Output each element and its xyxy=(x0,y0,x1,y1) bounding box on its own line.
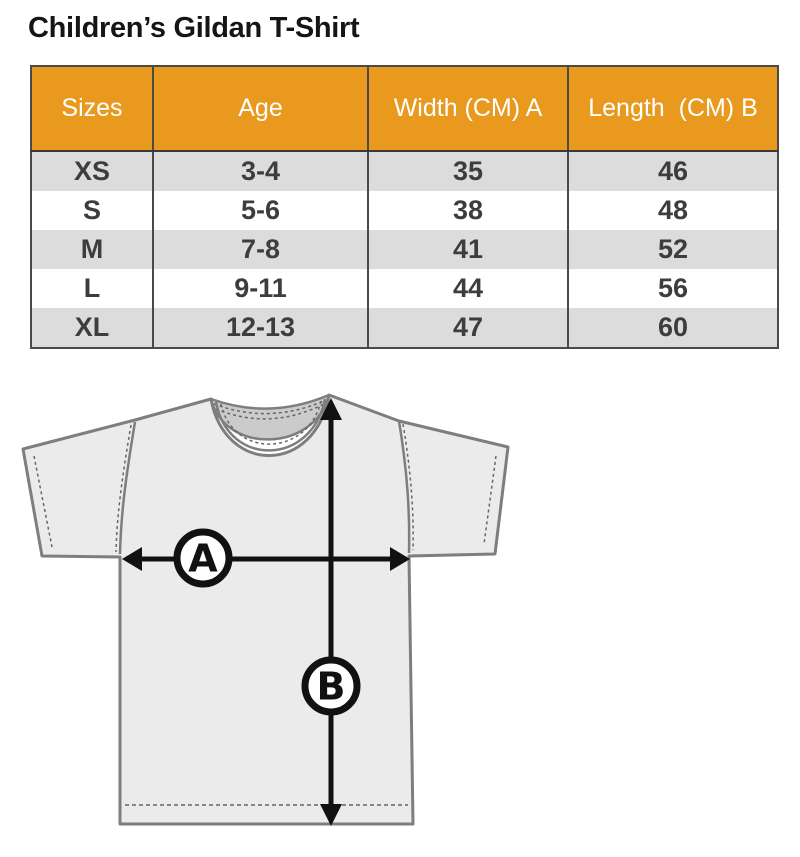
cell-age: 9-11 xyxy=(152,269,368,308)
cell-width: 35 xyxy=(367,151,568,191)
cell-width: 38 xyxy=(367,191,568,230)
cell-length: 52 xyxy=(567,230,778,269)
col-header-age: Age xyxy=(152,66,368,152)
cell-length: 46 xyxy=(567,151,778,191)
length-label-badge: B xyxy=(301,656,361,716)
col-header-length: Length (CM) B xyxy=(567,66,778,152)
table-body: XS 3-4 35 46 S 5-6 38 48 M 7-8 41 52 L 9… xyxy=(31,151,778,348)
cell-length: 48 xyxy=(567,191,778,230)
table-header: Sizes Age Width (CM) A Length (CM) B xyxy=(31,66,778,152)
header-row: Sizes Age Width (CM) A Length (CM) B xyxy=(31,66,778,152)
sleeve-hem-stitch-right xyxy=(483,455,497,545)
cell-size: XL xyxy=(31,308,153,348)
cell-size: S xyxy=(31,191,153,230)
cell-width: 41 xyxy=(367,230,568,269)
length-arrow xyxy=(320,398,342,826)
table-row: S 5-6 38 48 xyxy=(31,191,778,230)
cell-age: 5-6 xyxy=(152,191,368,230)
col-header-sizes: Sizes xyxy=(31,66,153,152)
table-row: M 7-8 41 52 xyxy=(31,230,778,269)
length-label: B xyxy=(317,665,346,709)
armhole-seam-right xyxy=(397,420,411,554)
cell-age: 12-13 xyxy=(152,308,368,348)
armhole-stitch-right xyxy=(402,423,414,551)
page-title: Children’s Gildan T-Shirt xyxy=(28,12,360,44)
collar-stitch-top2 xyxy=(215,403,325,420)
cell-size: M xyxy=(31,230,153,269)
collar-stitch-front xyxy=(220,400,322,445)
collar-inner-seam xyxy=(214,398,327,452)
cell-size: XS xyxy=(31,151,153,191)
cell-width: 47 xyxy=(367,308,568,348)
cell-length: 60 xyxy=(567,308,778,348)
width-label-badge: A xyxy=(173,528,233,588)
col-header-width: Width (CM) A xyxy=(367,66,568,152)
cell-length: 56 xyxy=(567,269,778,308)
cell-width: 44 xyxy=(367,269,568,308)
cell-size: L xyxy=(31,269,153,308)
tshirt-outline xyxy=(21,393,510,826)
table-row: XL 12-13 47 60 xyxy=(31,308,778,348)
tshirt-measurement-diagram: A B xyxy=(21,393,510,826)
size-chart-table: Sizes Age Width (CM) A Length (CM) B XS … xyxy=(30,65,779,349)
cell-age: 3-4 xyxy=(152,151,368,191)
armhole-seam-left xyxy=(118,421,137,555)
collar-stitch-top xyxy=(213,399,327,415)
table-row: XS 3-4 35 46 xyxy=(31,151,778,191)
cell-age: 7-8 xyxy=(152,230,368,269)
table-row: L 9-11 44 56 xyxy=(31,269,778,308)
armhole-stitch-left xyxy=(115,424,132,553)
width-label: A xyxy=(188,537,218,581)
